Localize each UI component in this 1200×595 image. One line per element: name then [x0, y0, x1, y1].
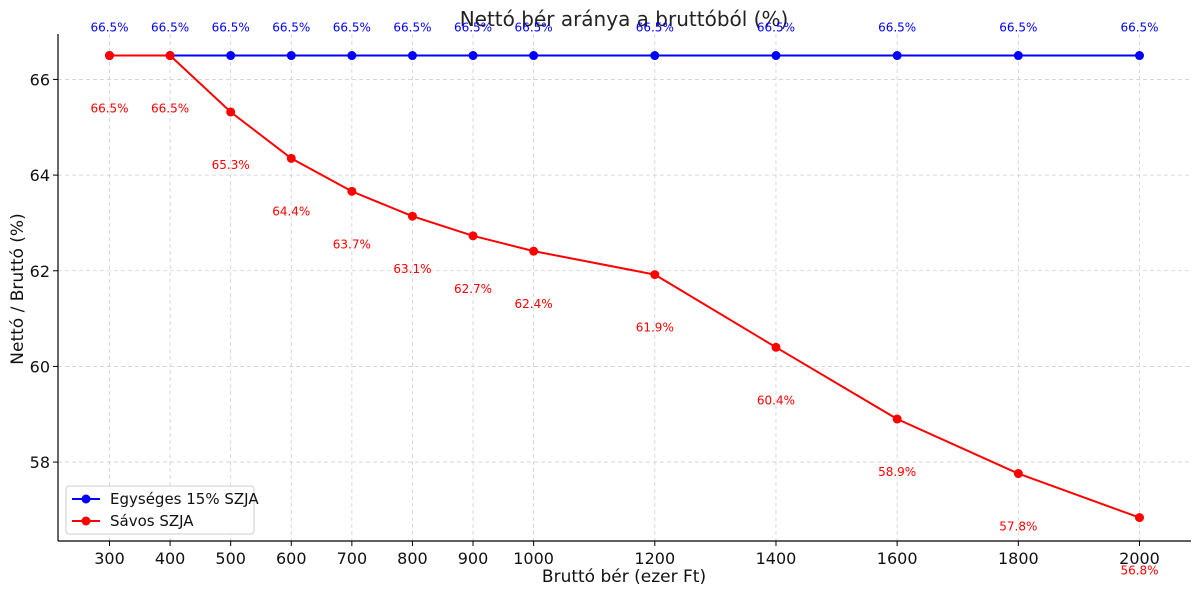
- series-1-data-label: 66.5%: [151, 102, 189, 116]
- series-0-data-label: 66.5%: [333, 21, 371, 35]
- legend: Egységes 15% SZJA Sávos SZJA: [65, 485, 259, 535]
- series-0-data-label: 66.5%: [454, 21, 492, 35]
- x-tick-label: 300: [94, 549, 125, 568]
- series-1-data-label: 62.4%: [515, 297, 553, 311]
- series-1-point: [892, 414, 902, 424]
- y-tick-label: 58: [30, 453, 50, 472]
- series-1-point: [529, 246, 539, 256]
- x-tick-label: 2000: [1119, 549, 1160, 568]
- series-1-point: [105, 51, 114, 61]
- series-0-data-label: 66.5%: [1120, 21, 1158, 35]
- series-1-data-label: 62.7%: [454, 282, 492, 296]
- legend-label: Egységes 15% SZJA: [110, 490, 259, 508]
- x-tick-label: 800: [397, 549, 428, 568]
- series-0-point: [1013, 51, 1023, 61]
- series-1-point: [165, 51, 175, 61]
- x-axis-title: Bruttó bér (ezer Ft): [542, 567, 706, 587]
- series-0-data-label: 66.5%: [272, 21, 310, 35]
- series-1-data-label: 64.4%: [272, 204, 310, 218]
- x-tick-label: 700: [337, 549, 368, 568]
- series-1-point: [226, 107, 236, 117]
- series-1-data-label: 58.9%: [878, 465, 916, 479]
- series-0-point: [892, 51, 902, 61]
- series-0-data-label: 66.5%: [151, 21, 189, 35]
- y-tick-label: 64: [30, 166, 50, 185]
- series-0-point: [529, 51, 539, 61]
- series-0-data-label: 66.5%: [878, 21, 916, 35]
- series-1-data-label: 63.7%: [333, 237, 371, 251]
- series-1-point: [347, 186, 357, 196]
- series-line-1: [109, 54, 1140, 519]
- series-0-point: [226, 51, 236, 61]
- series-1-point: [407, 211, 417, 221]
- series-1-point: [286, 153, 296, 163]
- x-tick-label: 1600: [877, 549, 918, 568]
- series-0-point: [468, 51, 478, 61]
- series-group: [105, 51, 1144, 523]
- series-1-data-label: 60.4%: [757, 393, 795, 407]
- series-0-data-label: 66.5%: [212, 21, 250, 35]
- y-tick-label: 66: [30, 70, 50, 89]
- y-tick-label: 62: [30, 262, 50, 281]
- legend-swatch-marker: [81, 516, 91, 526]
- series-0-data-label: 66.5%: [90, 21, 128, 35]
- series-0-data-label: 66.5%: [515, 21, 553, 35]
- x-tick-label: 1000: [513, 549, 554, 568]
- series-1-point: [650, 270, 660, 280]
- series-1-data-label: 56.8%: [1120, 564, 1158, 578]
- series-0-data-label: 66.5%: [757, 21, 795, 35]
- axes: 300 400 500 600 700 800 900 1000 1200 1400 1600 180…: [30, 34, 1191, 568]
- x-tick-label: 1400: [756, 549, 797, 568]
- grid-lines: [58, 34, 1191, 541]
- series-1-data-label: 61.9%: [636, 321, 674, 335]
- x-tick-label: 1200: [634, 549, 675, 568]
- series-0-point: [347, 51, 357, 61]
- series-1-data-label: 65.3%: [212, 158, 250, 172]
- series-1-data-label: 66.5%: [90, 102, 128, 116]
- legend-swatch-marker: [81, 494, 91, 504]
- series-0-point: [650, 51, 660, 61]
- series-0-point: [407, 51, 417, 61]
- series-1-data-label: 57.8%: [999, 520, 1037, 534]
- x-tick-label: 500: [215, 549, 246, 568]
- x-tick-label: 600: [276, 549, 307, 568]
- series-1-data-label: 63.1%: [393, 262, 431, 276]
- series-0-point: [286, 51, 296, 61]
- series-1-point: [1135, 513, 1144, 523]
- x-tick-label: 900: [458, 549, 489, 568]
- series-1-point: [1013, 469, 1023, 479]
- legend-box: [65, 485, 255, 535]
- series-1-point: [468, 231, 478, 241]
- data-labels: 66.5% 66.5% 66.5% 66.5% 66.5% 66.5% 66.5% 66.5%…: [90, 21, 1158, 578]
- y-axis-title: Nettó / Bruttó (%): [8, 213, 28, 364]
- y-tick-label: 60: [30, 357, 50, 376]
- series-0-data-label: 66.5%: [999, 21, 1037, 35]
- series-0-point: [771, 51, 781, 61]
- x-tick-label: 400: [155, 549, 186, 568]
- series-1-point: [771, 342, 781, 352]
- series-0-data-label: 66.5%: [393, 21, 431, 35]
- series-0-data-label: 66.5%: [636, 21, 674, 35]
- legend-label: Sávos SZJA: [110, 512, 194, 530]
- chart-title: Nettó bér aránya a bruttóból (%): [460, 7, 789, 31]
- x-tick-label: 1800: [998, 549, 1039, 568]
- series-0-point: [1135, 51, 1144, 61]
